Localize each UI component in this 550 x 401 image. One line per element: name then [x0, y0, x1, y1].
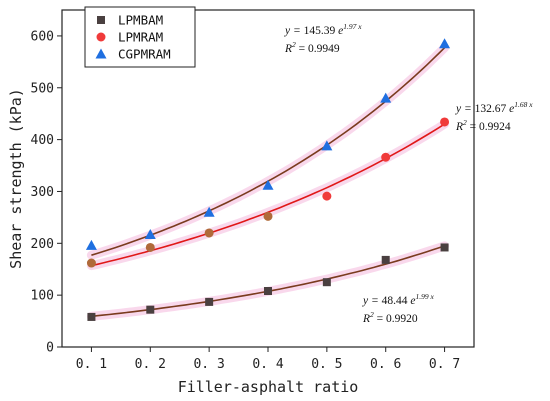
y-tick-label: 100 — [31, 289, 54, 304]
x-tick-label: 0. 3 — [193, 357, 224, 372]
legend-marker — [95, 48, 107, 59]
y-tick-label: 600 — [31, 29, 54, 44]
fit-r-squared: R2 = 0.9949 — [284, 40, 340, 55]
x-tick-label: 0. 5 — [311, 357, 342, 372]
x-axis-label: Filler-asphalt ratio — [178, 378, 359, 396]
legend-marker — [97, 16, 105, 24]
x-tick-label: 0. 2 — [135, 357, 166, 372]
y-axis-label: Shear strength (kPa) — [7, 88, 25, 269]
x-tick-label: 0. 6 — [370, 357, 401, 372]
fit-r-squared: R2 = 0.9924 — [455, 118, 511, 133]
x-tick-label: 0. 4 — [252, 357, 283, 372]
fit-curve — [91, 123, 446, 267]
cgpmram-point — [321, 140, 333, 151]
cgpmram-point — [262, 179, 274, 190]
fit-equation: y = 145.39 e1.97 x — [284, 22, 362, 37]
lpmram-point — [440, 117, 450, 127]
x-tick-label: 0. 1 — [76, 357, 107, 372]
fit-r-squared: R2 = 0.9920 — [362, 310, 418, 325]
lpmbam-point — [440, 243, 449, 252]
cgpmram-point — [85, 239, 97, 250]
legend: LPMBAM LPMRAM CGPMRAM — [84, 6, 196, 68]
legend-marker — [96, 32, 106, 42]
lpmbam-point — [264, 287, 272, 296]
fit-equations: y = 48.44 e1.99 x R2 = 0.9920 y = 132.67 e… — [284, 22, 533, 325]
lpmbam-point — [322, 278, 331, 287]
cgpmram-point — [380, 92, 392, 103]
cgpmram-point — [203, 206, 215, 217]
y-tick-label: 500 — [31, 81, 54, 96]
y-tick-label: 200 — [31, 237, 54, 252]
lpmbam-point — [381, 255, 390, 264]
cgpmram-point — [144, 228, 156, 239]
y-tick-label: 300 — [31, 185, 54, 200]
legend-label: LPMBAM — [118, 13, 163, 28]
y-tick-label: 0 — [46, 341, 54, 356]
fit-equation: y = 48.44 e1.99 x — [362, 292, 434, 307]
lpmbam-point — [146, 305, 155, 314]
lpmram-point — [145, 242, 155, 252]
lpmram-point — [86, 258, 96, 268]
lpmbam-point — [205, 297, 214, 306]
data-points — [85, 38, 451, 321]
lpmram-point — [381, 152, 391, 162]
legend-label: LPMRAM — [118, 30, 163, 45]
cgpmram-point — [439, 38, 451, 49]
legend-label: CGPMRAM — [118, 47, 171, 62]
lpmram-point — [322, 191, 332, 201]
lpmram-point — [263, 211, 273, 221]
axes: 0. 1 0. 2 0. 3 0. 4 0. 5 0. 6 0. 7 0 100 200 300 40… — [31, 9, 475, 372]
fit-band — [86, 119, 450, 271]
fit-equation: y = 132.67 e1.68 x — [455, 100, 533, 115]
lpmram-point — [204, 228, 214, 238]
y-tick-label: 400 — [31, 133, 54, 148]
x-tick-label: 0. 7 — [429, 357, 460, 372]
lpmbam-point — [87, 312, 96, 321]
